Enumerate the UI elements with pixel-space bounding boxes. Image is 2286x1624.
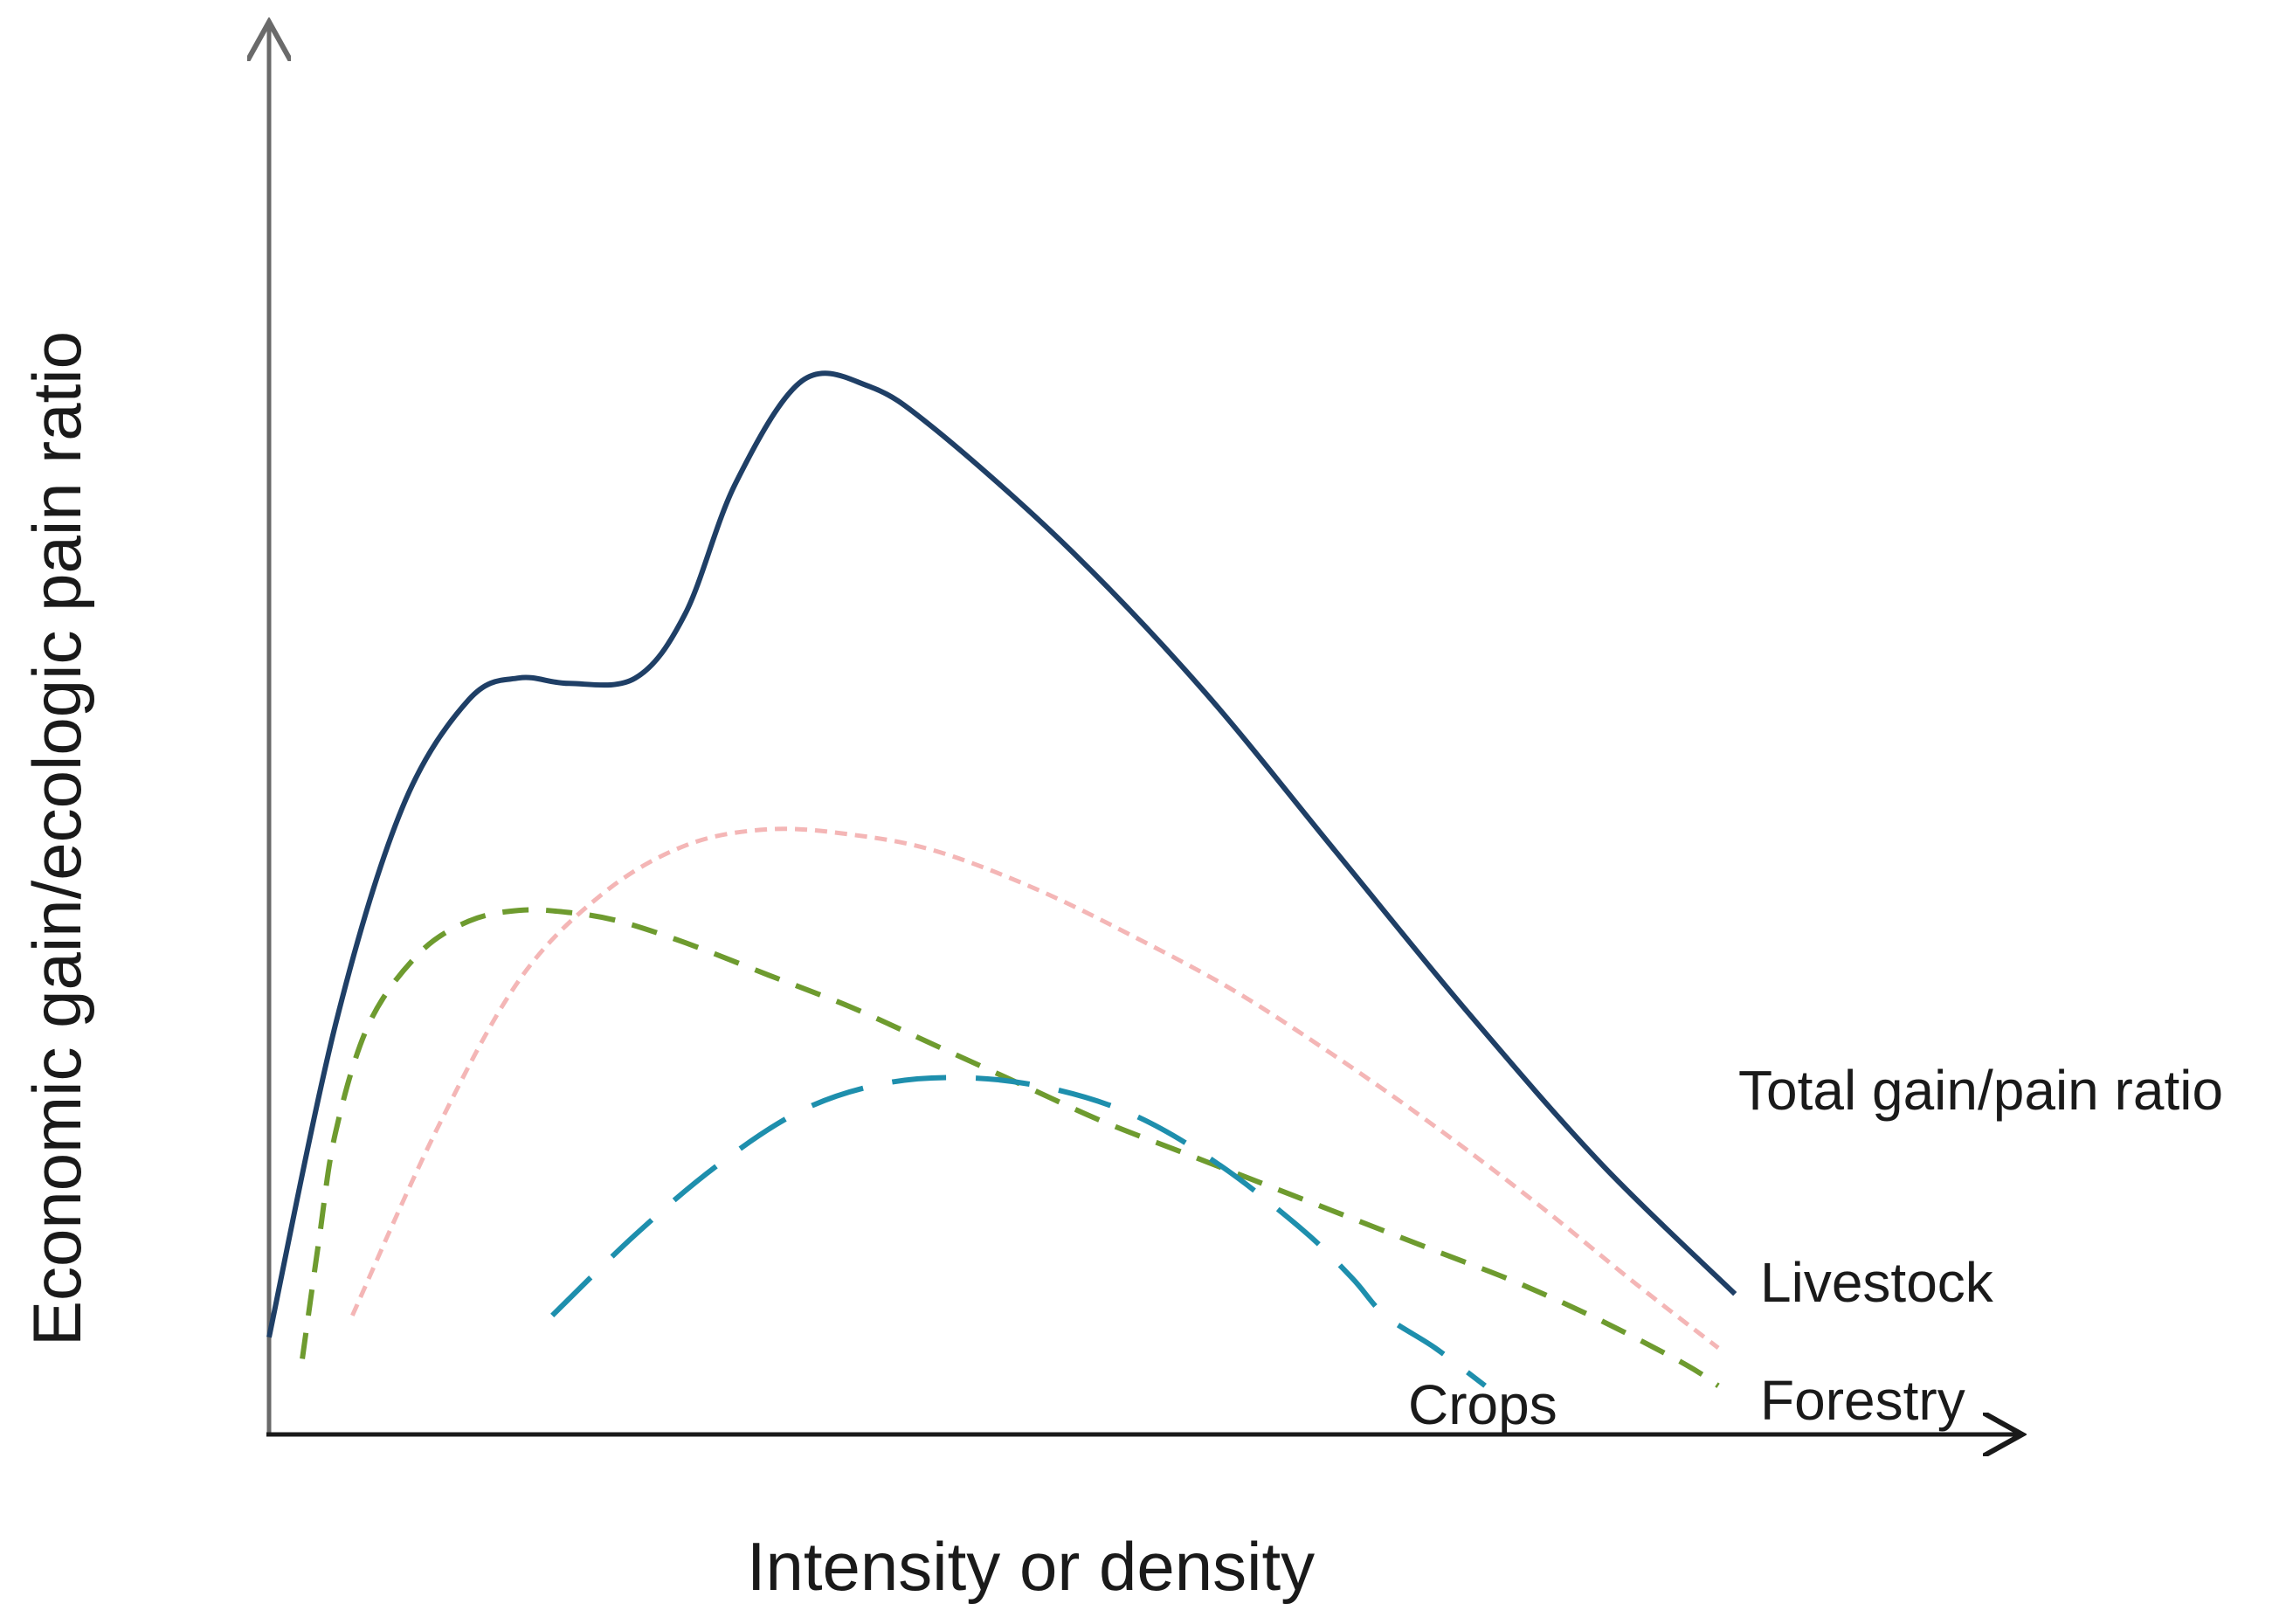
series-label-forestry: Forestry — [1760, 1369, 1965, 1432]
series-line-total-gain-pain-ratio — [266, 370, 1737, 1338]
y-axis-label: Economic gain/ecologic pain ratio — [18, 331, 95, 1346]
series-line-forestry — [300, 907, 1720, 1388]
series-layer — [266, 370, 1737, 1388]
series-label-crops: Crops — [1408, 1373, 1557, 1436]
x-axis-label: Intensity or density — [747, 1528, 1315, 1605]
series-label-livestock: Livestock — [1760, 1251, 1994, 1314]
series-label-total: Total gain/pain ratio — [1738, 1059, 2223, 1122]
series-line-crops — [550, 1075, 1487, 1388]
series-line-livestock — [350, 826, 1720, 1350]
